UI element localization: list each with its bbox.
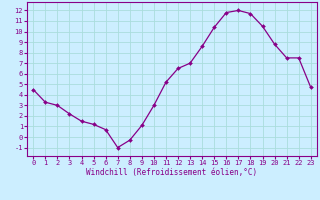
- X-axis label: Windchill (Refroidissement éolien,°C): Windchill (Refroidissement éolien,°C): [86, 168, 258, 177]
